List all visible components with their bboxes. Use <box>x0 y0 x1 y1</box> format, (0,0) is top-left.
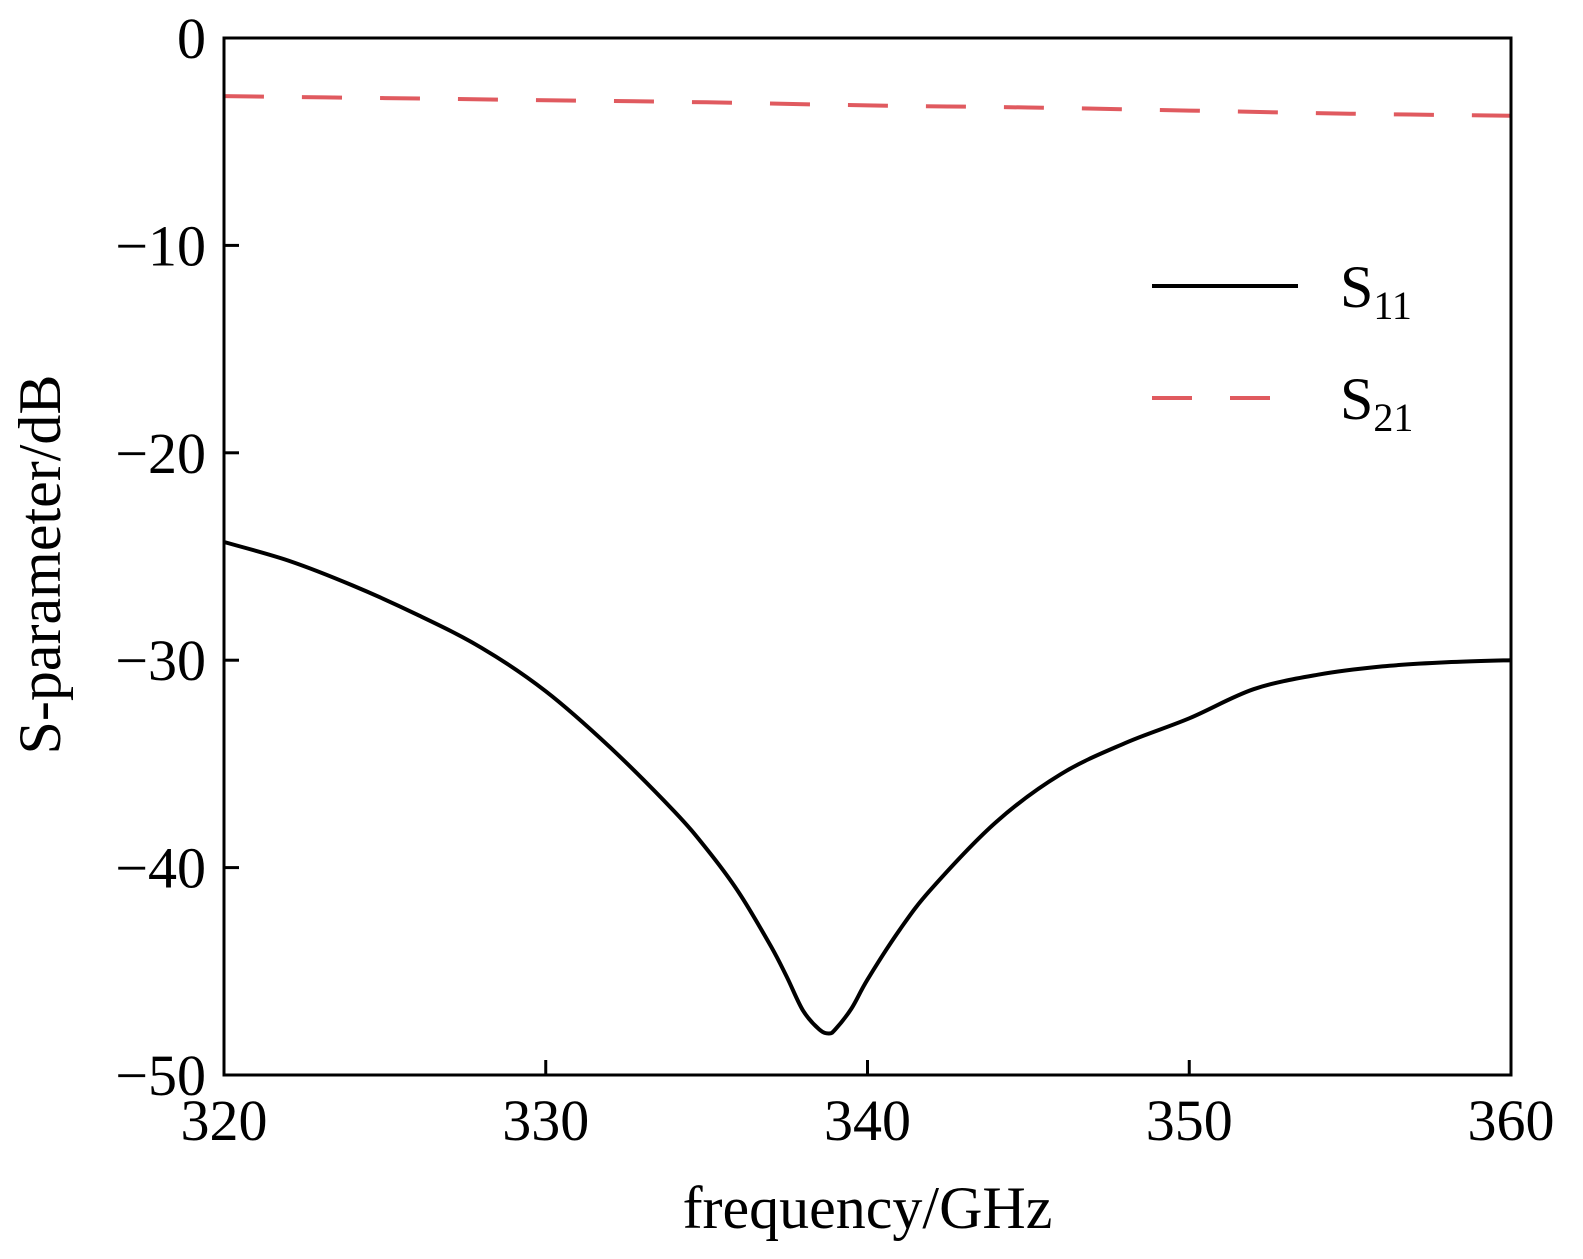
legend-label-s21: S21 <box>1340 366 1413 440</box>
legend-label-s11: S11 <box>1340 254 1412 328</box>
legend-label-subscript: 21 <box>1373 395 1413 440</box>
legend-label-base: S <box>1340 366 1373 432</box>
y-tick-label: −10 <box>115 213 206 278</box>
series-line-s11 <box>223 540 1512 1036</box>
plot-lines <box>223 94 1512 1036</box>
series-line-s21 <box>223 94 1512 118</box>
legend-label-subscript: 11 <box>1373 283 1412 328</box>
y-tick-label: −20 <box>115 421 206 486</box>
y-tick-label: −50 <box>115 1043 206 1108</box>
y-tick-label: −30 <box>115 628 206 693</box>
x-axis: 320 330 340 350 360 <box>181 1060 1555 1153</box>
x-tick-label: 360 <box>1468 1088 1555 1153</box>
legend-label-base: S <box>1340 254 1373 320</box>
x-tick-label: 340 <box>824 1088 911 1153</box>
y-tick-label: −40 <box>115 836 206 901</box>
y-axis-title: S-parameter/dB <box>7 375 73 755</box>
plot-frame <box>222 36 1513 1077</box>
x-axis-title: frequency/GHz <box>683 1175 1053 1241</box>
y-tick-label: 0 <box>177 6 206 71</box>
x-tick-label: 320 <box>181 1088 268 1153</box>
y-axis: 0 −10 −20 −30 −40 −50 <box>115 6 239 1108</box>
x-tick-label: 330 <box>502 1088 589 1153</box>
x-tick-label: 350 <box>1146 1088 1233 1153</box>
